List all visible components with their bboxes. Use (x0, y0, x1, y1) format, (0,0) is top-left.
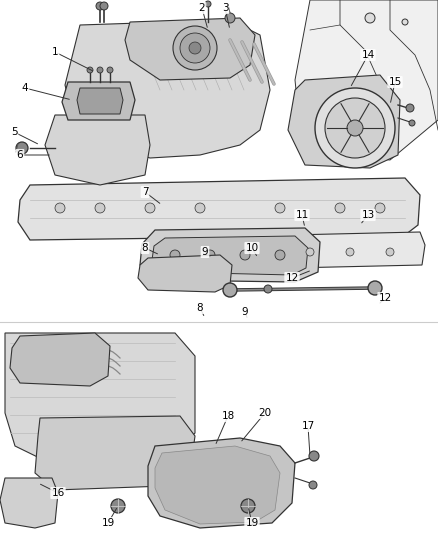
Polygon shape (148, 438, 295, 528)
Polygon shape (5, 333, 195, 468)
Circle shape (225, 13, 235, 23)
Polygon shape (295, 0, 438, 160)
Circle shape (195, 203, 205, 213)
Polygon shape (285, 232, 425, 268)
Text: 7: 7 (141, 187, 148, 197)
Text: 9: 9 (242, 307, 248, 317)
Circle shape (315, 88, 395, 168)
Circle shape (107, 67, 113, 73)
Circle shape (402, 19, 408, 25)
Circle shape (365, 13, 375, 23)
Circle shape (16, 142, 28, 154)
Circle shape (306, 248, 314, 256)
Text: 16: 16 (51, 488, 65, 498)
Circle shape (111, 499, 125, 513)
Circle shape (409, 120, 415, 126)
Text: 9: 9 (201, 247, 208, 257)
Polygon shape (77, 88, 123, 114)
Circle shape (87, 67, 93, 73)
Circle shape (275, 250, 285, 260)
Polygon shape (138, 255, 232, 292)
Circle shape (96, 2, 104, 10)
Circle shape (368, 281, 382, 295)
Polygon shape (10, 333, 110, 386)
Text: 19: 19 (101, 518, 115, 528)
Polygon shape (152, 236, 308, 275)
Text: 19: 19 (245, 518, 258, 528)
Text: 12: 12 (378, 293, 392, 303)
Circle shape (173, 26, 217, 70)
Polygon shape (288, 75, 400, 168)
Text: 18: 18 (221, 411, 235, 421)
Circle shape (325, 98, 385, 158)
Text: 2: 2 (199, 3, 205, 13)
Circle shape (264, 285, 272, 293)
Circle shape (97, 67, 103, 73)
Text: 17: 17 (301, 421, 314, 431)
Text: 20: 20 (258, 408, 272, 418)
Circle shape (240, 250, 250, 260)
Text: 12: 12 (286, 273, 299, 283)
Circle shape (406, 104, 414, 112)
Text: 11: 11 (295, 210, 309, 220)
Circle shape (309, 451, 319, 461)
Text: 1: 1 (52, 47, 58, 57)
Polygon shape (65, 20, 270, 158)
Polygon shape (140, 228, 320, 282)
Circle shape (55, 203, 65, 213)
Circle shape (189, 42, 201, 54)
Circle shape (95, 203, 105, 213)
Text: 4: 4 (22, 83, 28, 93)
Text: 8: 8 (141, 243, 148, 253)
Polygon shape (125, 18, 255, 80)
Text: 13: 13 (361, 210, 374, 220)
Circle shape (386, 248, 394, 256)
Text: 14: 14 (361, 50, 374, 60)
Circle shape (241, 499, 255, 513)
Text: 3: 3 (222, 3, 228, 13)
Polygon shape (155, 446, 280, 524)
Text: 8: 8 (197, 303, 203, 313)
Polygon shape (0, 478, 58, 528)
Circle shape (145, 203, 155, 213)
Circle shape (346, 248, 354, 256)
Polygon shape (35, 416, 195, 490)
Text: 15: 15 (389, 77, 402, 87)
Polygon shape (18, 178, 420, 240)
Circle shape (205, 1, 211, 7)
Circle shape (375, 203, 385, 213)
Text: 10: 10 (245, 243, 258, 253)
Circle shape (170, 250, 180, 260)
Circle shape (100, 2, 108, 10)
Circle shape (205, 250, 215, 260)
Circle shape (309, 481, 317, 489)
Circle shape (180, 33, 210, 63)
Circle shape (347, 120, 363, 136)
Polygon shape (45, 115, 150, 185)
Text: 5: 5 (11, 127, 18, 137)
Circle shape (335, 203, 345, 213)
Text: 6: 6 (17, 150, 23, 160)
Circle shape (223, 283, 237, 297)
Polygon shape (62, 82, 135, 120)
Circle shape (275, 203, 285, 213)
